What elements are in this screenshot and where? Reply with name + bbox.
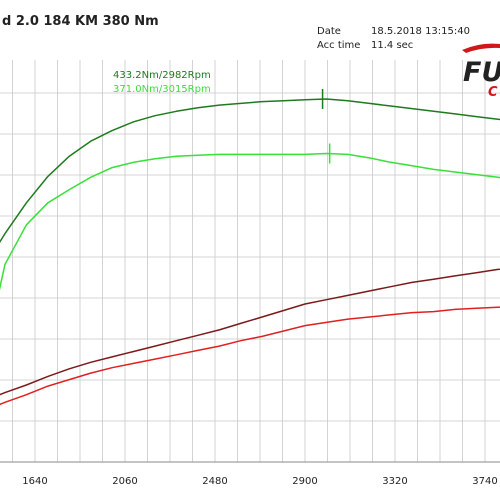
power-tuned-curve <box>0 268 500 396</box>
vehicle-title: d 2.0 184 KM 380 Nm <box>2 14 159 29</box>
logo-text-top: FU <box>463 57 500 88</box>
x-tick-label: 2060 <box>112 476 137 487</box>
x-tick-label: 2480 <box>202 476 227 487</box>
x-tick-label: 2900 <box>292 476 317 487</box>
date-label: Date <box>317 26 341 37</box>
x-tick-label: 1640 <box>22 476 47 487</box>
vertical-gridlines <box>12 60 486 462</box>
logo-swoosh <box>462 43 500 53</box>
acc-time-label: Acc time <box>317 40 360 51</box>
annotation-torque-tuned: 433.2Nm/2982Rpm <box>113 70 211 81</box>
x-tick-labels: 1640206024802900332037404160 <box>22 476 497 487</box>
date-value: 18.5.2018 13:15:40 <box>371 26 470 37</box>
brand-logo: FU C <box>462 43 500 100</box>
horizontal-gridlines <box>0 92 500 422</box>
torque-tuned-curve <box>0 98 500 244</box>
curve-layer <box>0 98 500 406</box>
power-stock-curve <box>0 306 500 406</box>
x-tick-label: 3740 <box>472 476 497 487</box>
logo-text-bottom: C <box>488 85 498 100</box>
annotation-torque-stock: 371.0Nm/3015Rpm <box>113 84 211 95</box>
x-tick-label: 3320 <box>382 476 407 487</box>
torque-stock-curve <box>0 152 500 291</box>
acc-time-value: 11.4 sec <box>371 40 413 51</box>
peak-marker-layer <box>321 88 331 164</box>
